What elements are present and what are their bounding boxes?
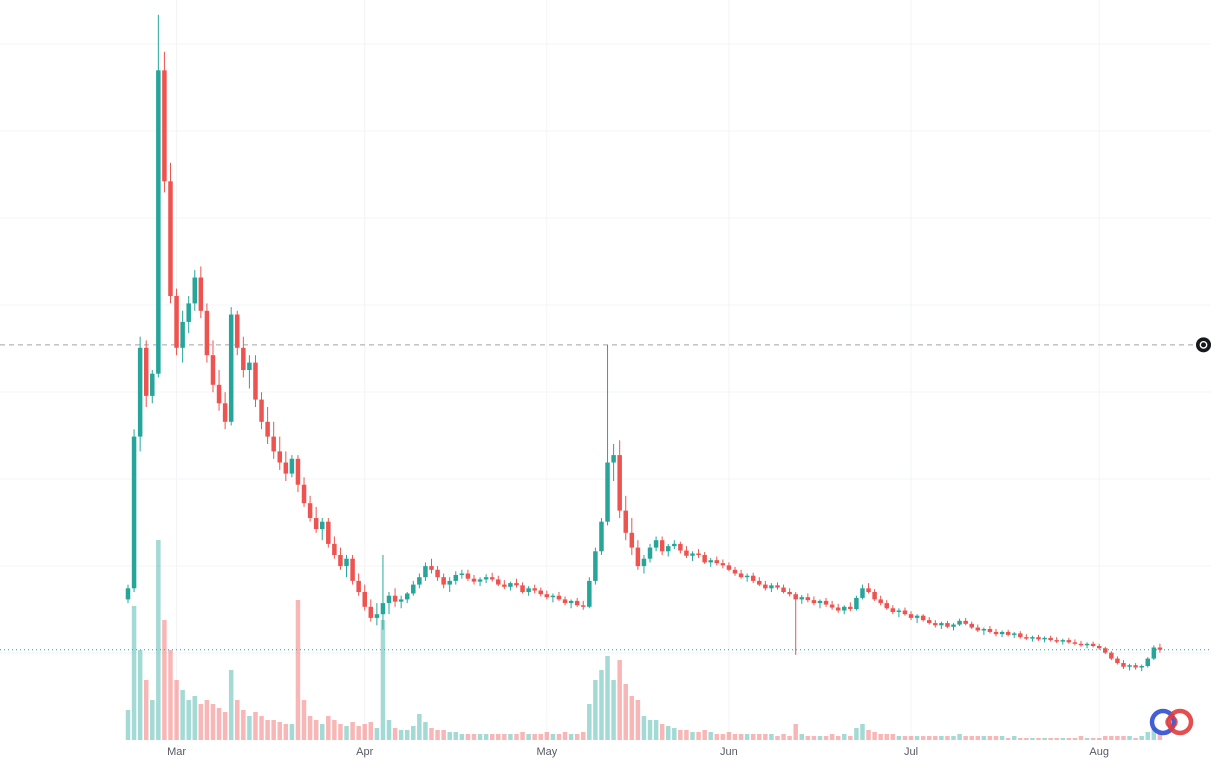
- watermark-logo: [1149, 708, 1194, 736]
- candles-layer[interactable]: [125, 14, 1163, 672]
- x-axis-label: May: [536, 746, 557, 758]
- price-alert-badge[interactable]: [1196, 337, 1211, 353]
- x-axis-label: Mar: [167, 746, 186, 758]
- x-axis-label: Jun: [720, 746, 738, 758]
- volume-layer: [125, 540, 1163, 740]
- x-axis-label: Apr: [356, 746, 373, 758]
- grid-layer: [0, 0, 1211, 740]
- x-axis-label: Jul: [904, 746, 918, 758]
- x-axis[interactable]: Mar Apr May Jun Jul Aug: [167, 746, 1109, 758]
- x-axis-label: Aug: [1089, 746, 1109, 758]
